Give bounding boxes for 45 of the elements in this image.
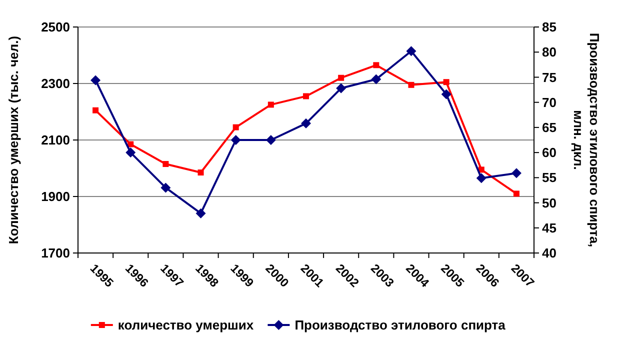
point — [338, 74, 344, 81]
point — [408, 82, 414, 88]
point — [478, 166, 484, 173]
point — [336, 83, 346, 94]
y-tick-label: 2300 — [41, 76, 70, 92]
point — [90, 75, 101, 86]
y2-tick-label: 80 — [542, 44, 556, 60]
y2-tick-label: 65 — [542, 120, 556, 135]
point — [198, 169, 204, 176]
legend-label: количество умерших — [118, 318, 254, 333]
y2-tick-label: 55 — [542, 170, 556, 186]
point — [128, 141, 134, 148]
point — [232, 124, 239, 130]
point — [301, 118, 311, 128]
point — [371, 74, 382, 84]
point — [266, 135, 276, 145]
y2-tick-label: 70 — [542, 94, 556, 110]
point — [160, 182, 171, 193]
point — [303, 93, 309, 100]
y-tick-label: 2100 — [41, 132, 70, 148]
y-axis-title: Количество умерших (тыс. чел.) — [6, 36, 21, 244]
y-tick-label: 2500 — [41, 20, 70, 35]
y2-tick-label: 50 — [542, 195, 556, 210]
point — [513, 190, 520, 197]
point — [441, 89, 452, 100]
point — [373, 62, 380, 68]
point — [443, 79, 450, 86]
y2-tick-label: 85 — [542, 20, 556, 35]
point — [511, 168, 522, 178]
point — [268, 102, 274, 108]
legend-label: Производство этилового спирта — [294, 318, 506, 333]
point — [476, 173, 486, 184]
point — [406, 46, 416, 56]
y2-tick-label: 45 — [542, 220, 556, 236]
y-tick-label: 1900 — [41, 189, 70, 204]
point — [92, 107, 99, 114]
point — [196, 208, 206, 218]
y2-axis-title: Производство этилового спирта, млн. дкл. — [571, 32, 602, 248]
y2-tick-label: 60 — [542, 145, 556, 160]
y-tick-label: 1700 — [41, 246, 70, 261]
y2-tick-label: 40 — [542, 246, 556, 261]
point — [126, 148, 136, 158]
point — [162, 161, 169, 168]
point — [230, 135, 241, 145]
y2-tick-label: 75 — [542, 70, 556, 85]
